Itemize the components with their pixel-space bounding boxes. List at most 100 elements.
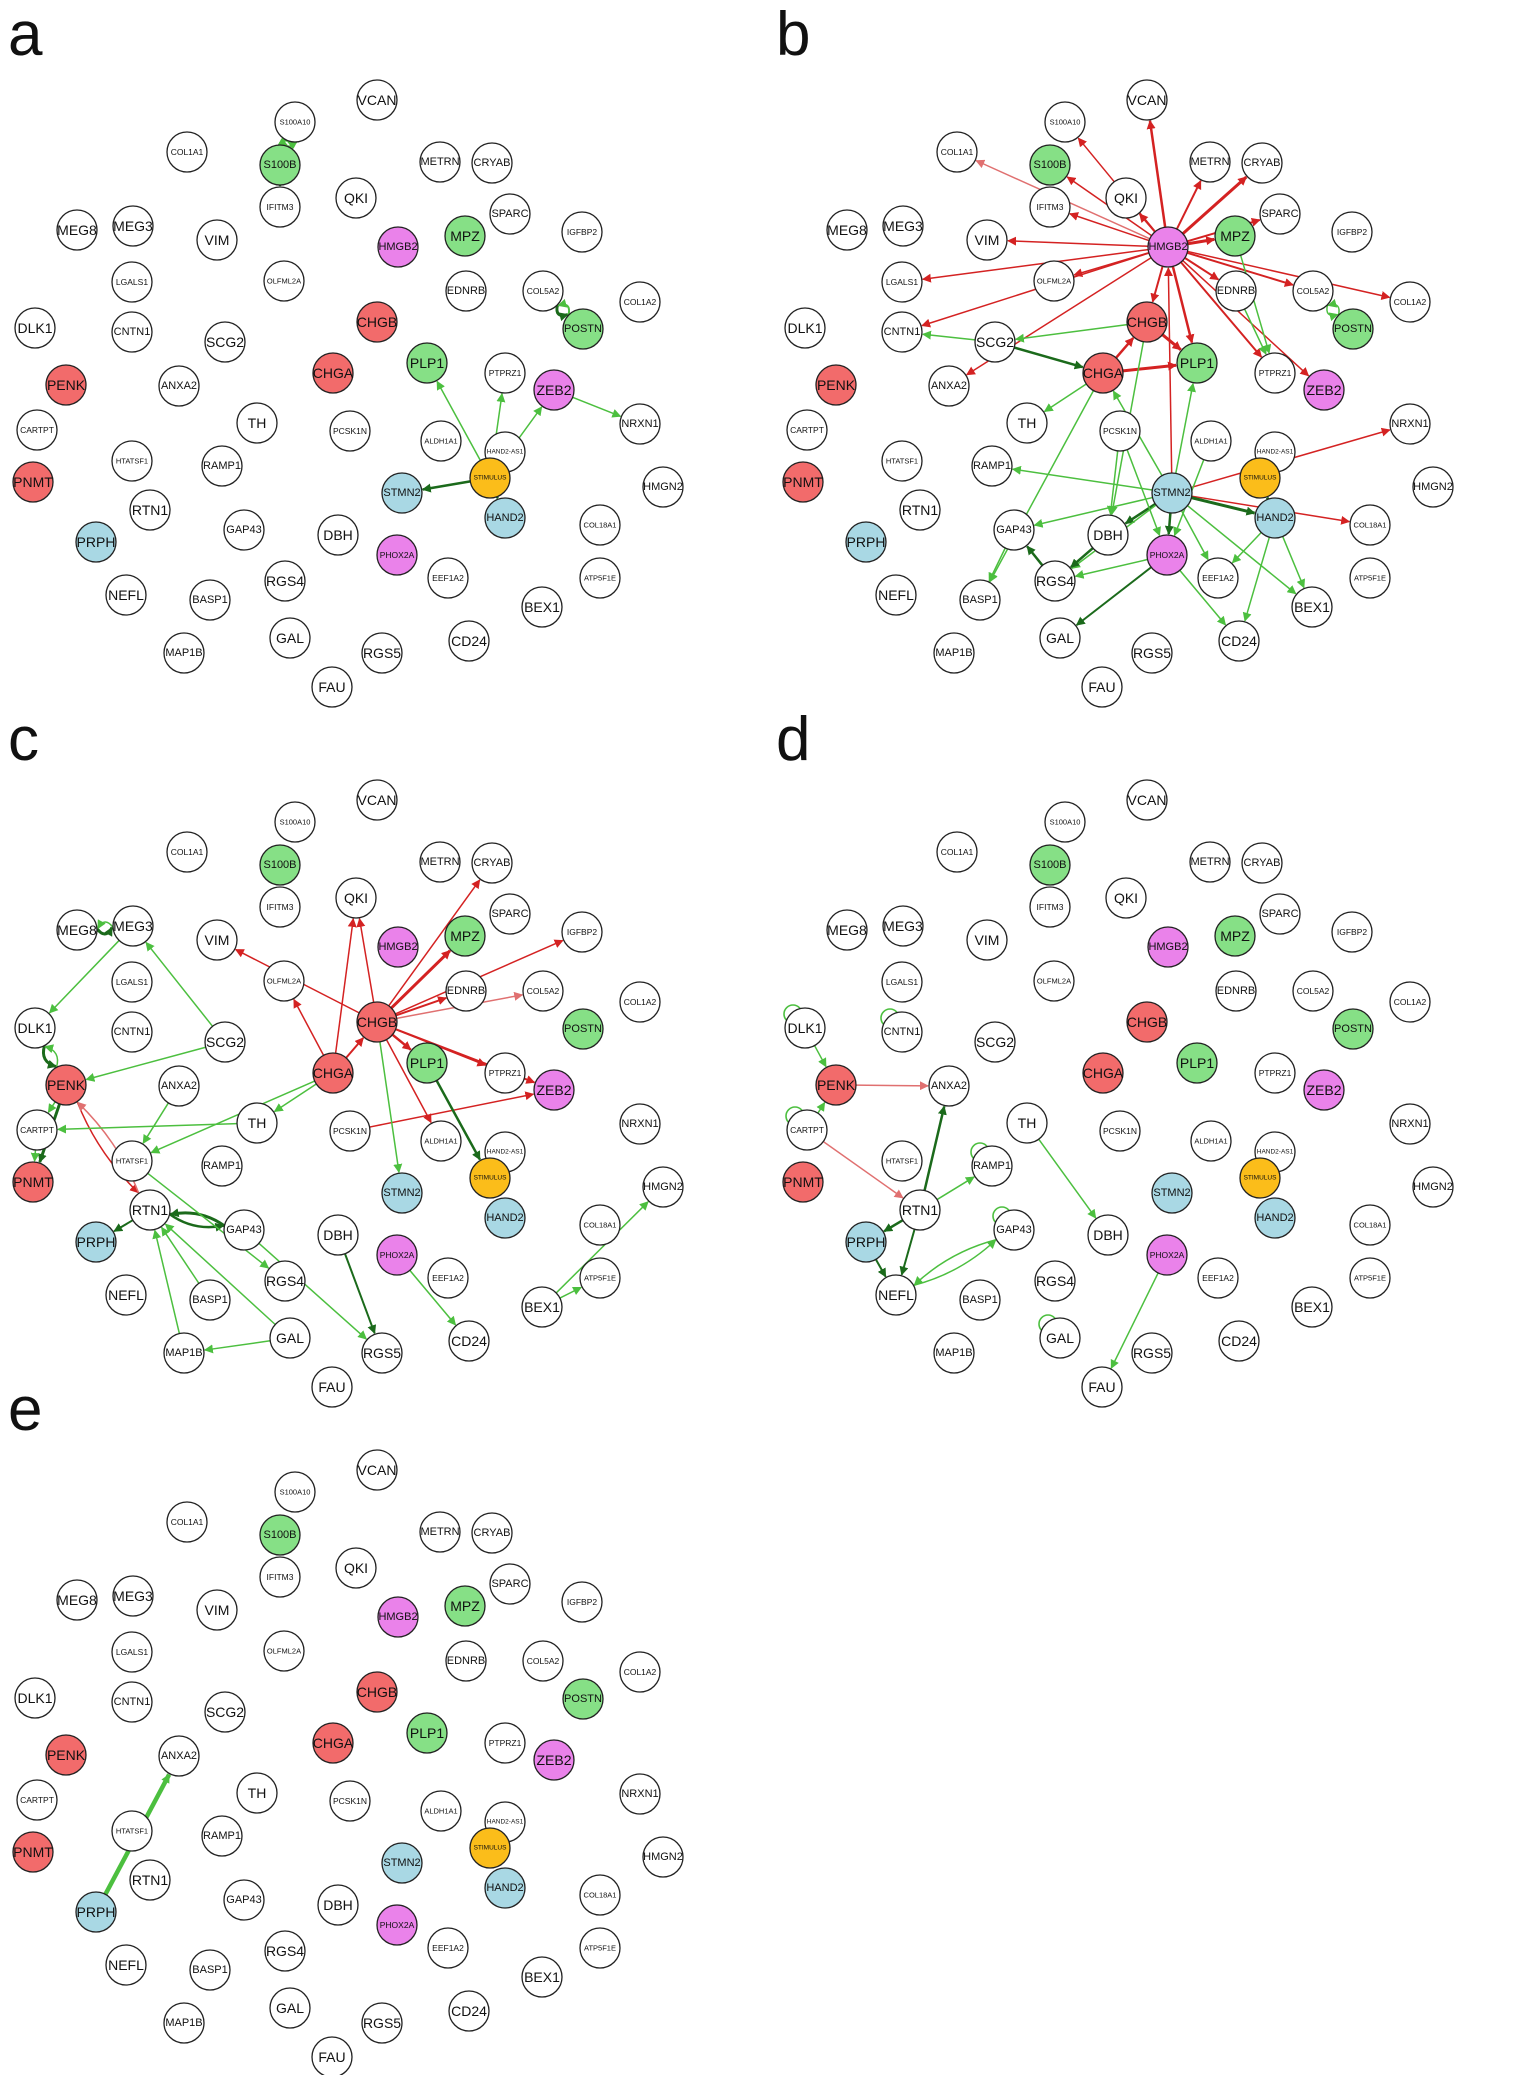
node-RGS5: RGS5 (361, 1332, 403, 1374)
node-label: CHGA (313, 1735, 354, 1751)
node-label: CD24 (451, 633, 487, 649)
node-label: CD24 (1221, 633, 1257, 649)
edge-CHGB-to-STMN2 (379, 1041, 403, 1174)
node-circle (619, 981, 661, 1023)
node-CNTN1: CNTN1 (881, 311, 923, 353)
node-label: EEF1A2 (432, 1943, 464, 1953)
edge-MPZ-to-PTPRZ1 (1239, 254, 1272, 354)
edge-PENK-to-RTN1 (76, 1101, 139, 1194)
edge-HMGB2-to-ZEB2 (1182, 259, 1310, 377)
node-circle (899, 1189, 941, 1231)
node-label: GAL (1046, 630, 1074, 646)
node-label: PLP1 (410, 355, 444, 371)
node-circle (259, 144, 301, 186)
node-circle (1218, 1320, 1260, 1362)
node-label: HTATSF1 (886, 1157, 918, 1166)
node-LGALS1: LGALS1 (111, 261, 153, 303)
node-label: PNMT (13, 1174, 53, 1190)
edge-RTN1-to-RAMP1 (936, 1176, 975, 1201)
node-COL1A1: COL1A1 (166, 1501, 208, 1543)
node-circle (420, 420, 462, 462)
node-label: COL18A1 (584, 1221, 617, 1230)
node-circle (105, 574, 147, 616)
node-label: ALDH1A1 (424, 1137, 457, 1146)
node-circle (16, 1779, 58, 1821)
node-circle (471, 842, 513, 884)
node-MPZ: MPZ (1214, 915, 1256, 957)
node-CD24: CD24 (1218, 1320, 1260, 1362)
node-circle (469, 457, 511, 499)
node-circle (163, 1332, 205, 1374)
node-circle (1099, 410, 1141, 452)
node-circle (845, 521, 887, 563)
node-circle (489, 893, 531, 935)
node-MAP1B: MAP1B (933, 1332, 975, 1374)
node-POSTN: POSTN (562, 1008, 604, 1050)
node-DLK1: DLK1 (14, 1007, 56, 1049)
node-circle (881, 440, 923, 482)
node-circle (561, 911, 603, 953)
edge-PLP1-to-STIMULUS (435, 1079, 482, 1161)
node-circle (236, 1102, 278, 1144)
node-circle (361, 632, 403, 674)
node-label: S100B (1033, 159, 1066, 171)
node-circle (1029, 844, 1071, 886)
node-circle (1126, 1001, 1168, 1043)
nodes-group: S100A10 S100B IFITM3 COL1A1 VCAN METRN CRYAB QK… (12, 779, 684, 1408)
node-COL18A1: COL18A1 (579, 1874, 621, 1916)
node-IGFBP2: IGFBP2 (561, 1581, 603, 1623)
edge-CHGA-to-TH (1043, 383, 1087, 413)
node-GAL: GAL (1039, 1317, 1081, 1359)
node-label: HAND2-AS1 (487, 1149, 524, 1156)
node-circle (56, 209, 98, 251)
node-PRPH: PRPH (845, 521, 887, 563)
node-circle (471, 1512, 513, 1554)
edge-SCG2-to-CHGA (1013, 346, 1084, 370)
node-circle (163, 2002, 205, 2044)
node-label: MAP1B (165, 1347, 202, 1359)
node-BASP1: BASP1 (189, 1279, 231, 1321)
node-EEF1A2: EEF1A2 (1197, 557, 1239, 599)
node-CHGA: CHGA (1082, 352, 1124, 394)
node-label: LGALS1 (116, 277, 148, 287)
node-circle (484, 352, 526, 394)
node-circle (259, 886, 301, 928)
node-label: EDNRB (447, 285, 486, 297)
node-HAND2: HAND2 (484, 1867, 526, 1909)
node-circle (971, 445, 1013, 487)
edge-BASP1-to-RTN1 (161, 1226, 200, 1284)
node-label: RAMP1 (203, 1160, 241, 1172)
node-circle (971, 1145, 1013, 1187)
node-COL5A2: COL5A2 (1292, 970, 1334, 1012)
node-circle (356, 79, 398, 121)
node-circle (1239, 1157, 1281, 1199)
edge-PHOX2A-to-CD24 (1179, 569, 1227, 626)
node-label: ANXA2 (161, 1750, 197, 1762)
node-QKI: QKI (335, 877, 377, 919)
node-BASP1: BASP1 (189, 579, 231, 621)
node-circle (111, 1681, 153, 1723)
node-circle (1389, 403, 1431, 445)
node-label: ALDH1A1 (1194, 1137, 1227, 1146)
node-circle (1087, 514, 1129, 556)
node-label: CHGB (1127, 1014, 1167, 1030)
nodes-group: S100A10 S100B IFITM3 COL1A1 VCAN METRN CRYAB QK… (782, 779, 1454, 1408)
node-MAP1B: MAP1B (933, 632, 975, 674)
node-circle (236, 402, 278, 444)
node-label: RTN1 (132, 1872, 169, 1888)
node-HMGB2: HMGB2 (1147, 226, 1189, 268)
node-COL5A2: COL5A2 (522, 1640, 564, 1682)
node-label: DLK1 (17, 1020, 52, 1036)
node-label: VCAN (358, 1462, 397, 1478)
node-label: COL1A2 (624, 297, 657, 307)
node-circle (236, 1772, 278, 1814)
node-circle (201, 1145, 243, 1187)
node-label: DBH (323, 1227, 353, 1243)
node-label: BEX1 (524, 1299, 560, 1315)
node-circle (619, 281, 661, 323)
node-circle (1197, 1257, 1239, 1299)
edge-MAP1B-to-RTN1 (152, 1229, 181, 1334)
node-label: CRYAB (474, 1527, 511, 1539)
node-label: CHGA (1083, 1065, 1124, 1081)
node-label: COL5A2 (527, 286, 560, 296)
